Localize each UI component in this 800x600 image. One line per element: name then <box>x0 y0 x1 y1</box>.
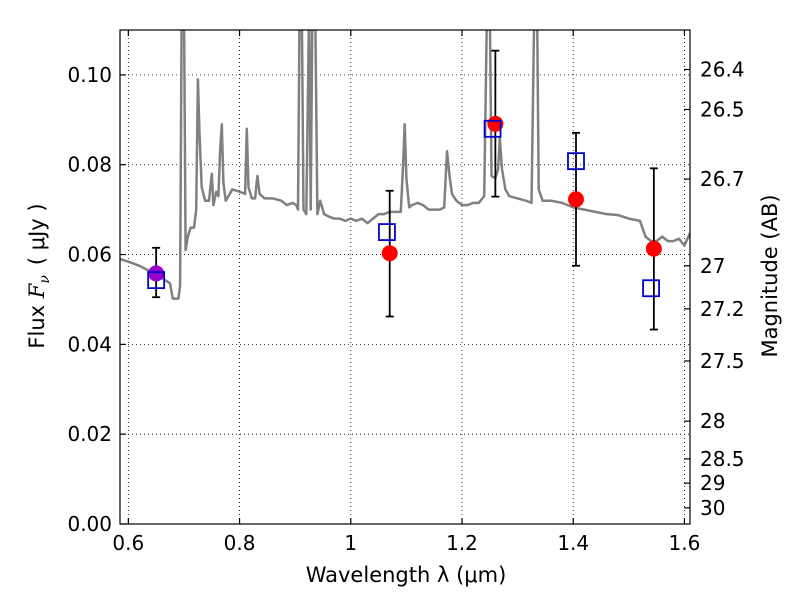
y-tick-label: 0.02 <box>67 422 112 446</box>
magnitude-axis-label: Magnitude (AB) <box>758 194 782 357</box>
model-point <box>378 223 396 241</box>
y-axis-ticks: 0.00 0.02 0.04 0.06 0.08 0.10 <box>67 63 126 536</box>
magnitude-tick-label: 27.2 <box>700 297 745 321</box>
y-tick-label: 0.04 <box>67 332 112 356</box>
model-point <box>483 119 502 138</box>
y-axis-label-prefix: Flux <box>25 298 49 348</box>
x-tick-label: 1.6 <box>669 531 701 555</box>
y-tick-label: 0.06 <box>67 243 112 267</box>
spectrum-series <box>120 30 690 300</box>
plot-frame <box>119 29 691 525</box>
model-point <box>642 279 660 298</box>
x-tick-label: 1 <box>344 531 357 555</box>
y-axis-label-unit: ( μJy ) <box>25 203 49 265</box>
observed-point <box>568 191 584 208</box>
model-point <box>567 152 585 171</box>
magnitude-tick-label: 28 <box>700 409 725 433</box>
x-tick-label: 0.8 <box>224 531 256 555</box>
magnitude-tick-label: 30 <box>700 496 725 520</box>
magnitude-tick-label: 27.5 <box>700 349 745 373</box>
y-tick-label: 0.08 <box>67 153 112 177</box>
y-axis-label-symbol: F <box>25 282 49 299</box>
x-tick-label: 0.6 <box>112 531 144 555</box>
observed-point <box>645 240 662 257</box>
model-points <box>147 119 660 298</box>
errorbars <box>152 49 658 331</box>
magnitude-tick-label: 26.4 <box>700 58 745 82</box>
y-tick-label: 0.10 <box>67 63 112 87</box>
grid <box>120 30 690 525</box>
magnitude-tick-label: 26.5 <box>700 97 745 121</box>
y-axis-label-subscript: ν <box>37 275 53 284</box>
observed-point <box>381 245 398 262</box>
magnitude-tick-label: 29 <box>700 471 725 495</box>
x-axis-label: Wavelength λ (μm) <box>306 563 507 587</box>
spectrum-line <box>120 30 690 300</box>
magnitude-tick-label: 27 <box>700 254 725 278</box>
x-tick-label: 1.4 <box>557 531 589 555</box>
observed-point <box>148 265 165 282</box>
x-axis-ticks: 0.6 0.8 1 1.2 1.4 1.6 <box>112 30 700 555</box>
model-point <box>147 271 166 290</box>
observed-points <box>148 115 662 282</box>
observed-point <box>487 115 504 132</box>
y-axis-label: Flux Fν ( μJy ) <box>25 203 53 348</box>
y-tick-label: 0.00 <box>67 512 112 536</box>
x-tick-label: 1.2 <box>446 531 478 555</box>
magnitude-tick-label: 26.7 <box>700 167 745 191</box>
magnitude-tick-label: 28.5 <box>700 447 745 471</box>
